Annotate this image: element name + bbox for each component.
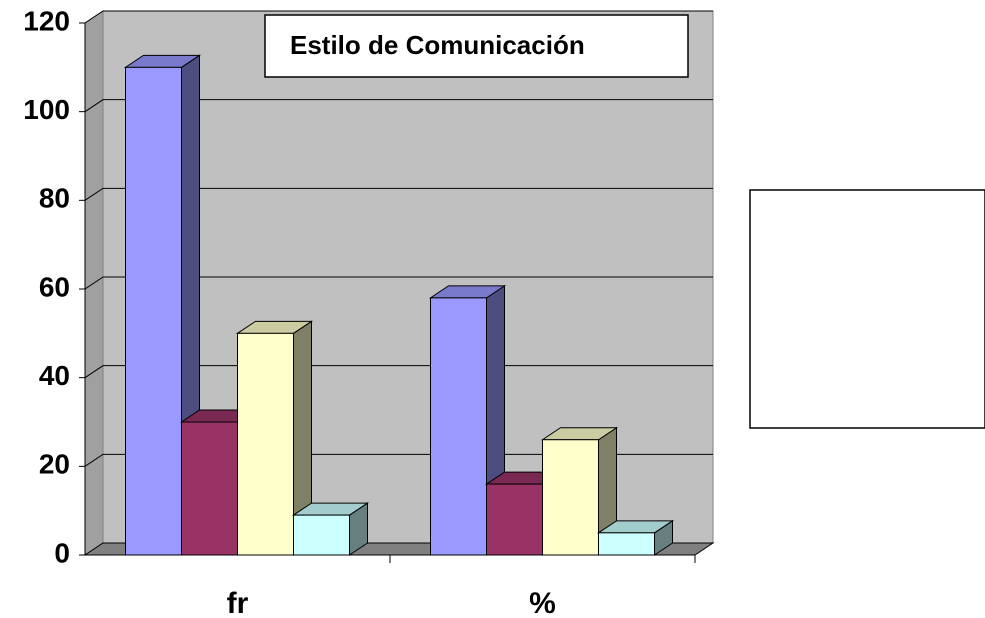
title-box (264, 14, 689, 78)
bar-front (598, 532, 655, 556)
bar (596, 519, 675, 556)
grid-line (84, 276, 713, 290)
chart-title: Estilo de Comunicación (290, 30, 585, 60)
x-tick-label: % (529, 587, 556, 618)
bar-front (293, 514, 350, 556)
bar (123, 54, 202, 556)
y-tick-label: 0 (54, 537, 70, 568)
bar-front (125, 66, 182, 556)
legend-box (749, 189, 985, 429)
bar-front (430, 297, 487, 556)
grid-line (84, 365, 713, 379)
bar-front (542, 439, 599, 556)
y-tick-label: 100 (23, 94, 70, 125)
y-tick-label: 40 (39, 360, 70, 391)
bar-front (237, 332, 294, 556)
grid-line (84, 187, 713, 201)
x-tick-label: fr (227, 587, 249, 618)
grid-line (84, 99, 713, 113)
grid-line (84, 10, 713, 24)
grid-line (84, 453, 713, 467)
y-tick-label: 20 (39, 449, 70, 480)
bar-front (181, 421, 238, 556)
bar (291, 502, 370, 556)
y-tick-label: 60 (39, 271, 70, 302)
bar (235, 320, 314, 556)
y-tick-label: 120 (23, 5, 70, 36)
bar (540, 426, 619, 556)
y-tick-label: 80 (39, 183, 70, 214)
bar-front (486, 483, 543, 556)
